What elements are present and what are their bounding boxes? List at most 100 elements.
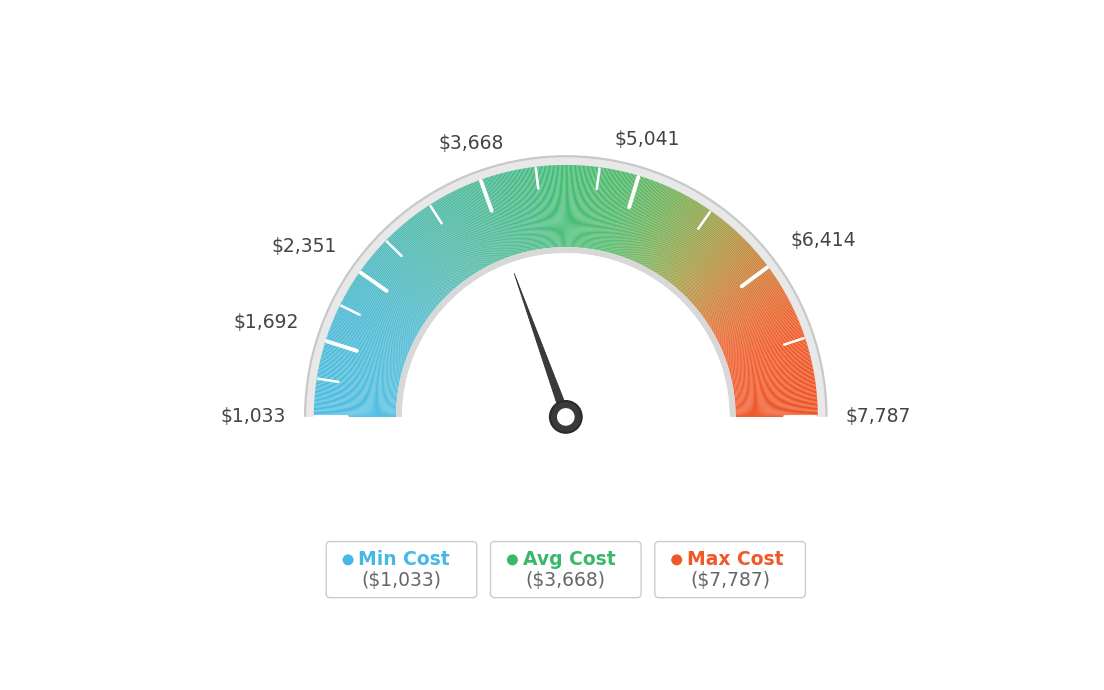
Wedge shape — [457, 189, 493, 264]
Wedge shape — [648, 197, 690, 269]
Wedge shape — [627, 182, 659, 259]
Wedge shape — [715, 299, 789, 338]
Wedge shape — [321, 357, 401, 377]
Wedge shape — [314, 406, 396, 411]
Wedge shape — [549, 166, 555, 248]
Wedge shape — [459, 188, 495, 263]
Wedge shape — [394, 231, 450, 293]
Wedge shape — [385, 239, 445, 298]
Wedge shape — [711, 286, 782, 330]
Wedge shape — [726, 337, 805, 364]
Wedge shape — [679, 230, 735, 291]
Wedge shape — [328, 333, 406, 361]
Wedge shape — [498, 174, 521, 253]
Wedge shape — [733, 370, 814, 386]
Wedge shape — [335, 317, 410, 351]
Wedge shape — [327, 335, 405, 363]
Wedge shape — [573, 165, 577, 247]
Wedge shape — [733, 375, 815, 389]
Wedge shape — [680, 230, 736, 292]
Wedge shape — [578, 166, 585, 248]
Wedge shape — [314, 409, 396, 413]
Wedge shape — [333, 319, 410, 352]
Wedge shape — [613, 175, 636, 254]
Wedge shape — [636, 187, 671, 262]
Wedge shape — [411, 218, 461, 284]
Wedge shape — [670, 219, 722, 284]
Wedge shape — [571, 165, 574, 247]
Wedge shape — [561, 165, 563, 247]
Wedge shape — [314, 412, 396, 414]
Wedge shape — [323, 348, 403, 371]
Wedge shape — [507, 172, 527, 252]
Wedge shape — [318, 370, 399, 386]
Wedge shape — [714, 295, 787, 336]
Wedge shape — [734, 379, 815, 392]
Wedge shape — [464, 186, 498, 262]
Wedge shape — [624, 180, 652, 257]
Wedge shape — [556, 165, 561, 247]
Wedge shape — [696, 255, 760, 308]
Wedge shape — [721, 315, 797, 349]
Wedge shape — [670, 218, 721, 284]
Wedge shape — [453, 191, 490, 265]
Wedge shape — [733, 373, 815, 388]
Wedge shape — [505, 172, 526, 253]
Wedge shape — [735, 393, 817, 402]
Wedge shape — [723, 323, 800, 355]
Wedge shape — [590, 168, 603, 249]
Wedge shape — [734, 388, 816, 398]
Wedge shape — [314, 414, 396, 416]
Wedge shape — [720, 310, 795, 346]
Wedge shape — [661, 208, 709, 277]
Wedge shape — [681, 233, 739, 293]
Wedge shape — [402, 253, 730, 417]
Wedge shape — [323, 346, 403, 370]
Wedge shape — [614, 175, 638, 255]
Wedge shape — [541, 166, 550, 248]
Wedge shape — [644, 193, 682, 266]
Wedge shape — [700, 262, 766, 313]
Wedge shape — [652, 200, 696, 271]
Wedge shape — [734, 383, 816, 395]
Wedge shape — [471, 183, 503, 259]
Wedge shape — [326, 340, 404, 366]
Text: $1,692: $1,692 — [233, 313, 299, 333]
Wedge shape — [697, 256, 761, 309]
Wedge shape — [332, 322, 408, 353]
Wedge shape — [726, 335, 805, 363]
Wedge shape — [392, 234, 449, 295]
Wedge shape — [639, 190, 677, 264]
Wedge shape — [403, 224, 457, 287]
Wedge shape — [570, 165, 572, 247]
Wedge shape — [721, 313, 796, 348]
Wedge shape — [735, 398, 817, 405]
Wedge shape — [476, 181, 506, 258]
Circle shape — [671, 554, 682, 565]
Wedge shape — [734, 382, 816, 394]
Wedge shape — [733, 376, 815, 391]
Wedge shape — [657, 204, 702, 274]
Wedge shape — [389, 237, 447, 296]
Wedge shape — [326, 339, 404, 365]
Wedge shape — [330, 326, 407, 356]
Wedge shape — [535, 166, 546, 248]
Wedge shape — [346, 293, 418, 335]
Wedge shape — [360, 270, 428, 319]
Wedge shape — [728, 340, 806, 366]
Wedge shape — [336, 312, 412, 347]
Wedge shape — [322, 349, 402, 372]
Wedge shape — [683, 235, 741, 295]
Wedge shape — [523, 168, 539, 250]
Wedge shape — [627, 181, 657, 259]
Wedge shape — [711, 285, 782, 329]
Wedge shape — [314, 405, 396, 410]
Wedge shape — [593, 168, 608, 250]
Wedge shape — [690, 244, 751, 302]
Wedge shape — [425, 207, 471, 276]
Wedge shape — [735, 413, 818, 415]
Wedge shape — [317, 376, 399, 391]
Wedge shape — [701, 266, 768, 316]
Wedge shape — [435, 201, 479, 272]
Wedge shape — [473, 182, 505, 259]
